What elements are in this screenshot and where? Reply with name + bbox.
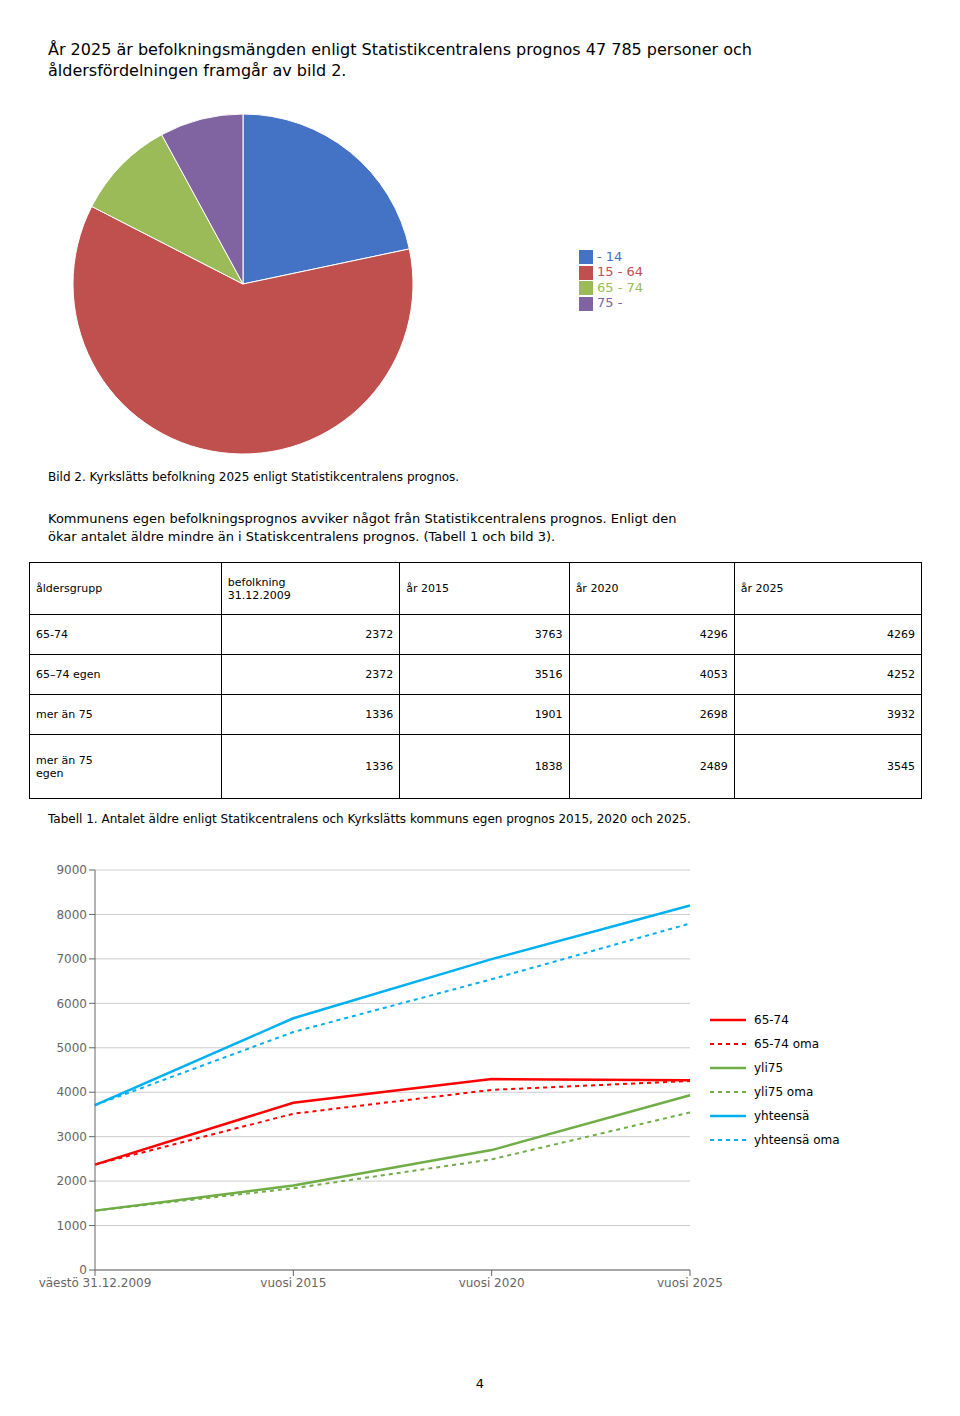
svg-text:0: 0 [79, 1263, 87, 1277]
html-text:4269: 4269 [887, 628, 915, 641]
html-text:mer än 75 egen: mer än 75 egen [36, 753, 93, 780]
svg-text:3000: 3000 [56, 1130, 87, 1144]
html-text:Kommunens egen befolkningsprog: Kommunens egen befolkningsprognos avvike… [48, 511, 677, 544]
svg-text:1000: 1000 [56, 1219, 87, 1233]
svg-text:5000: 5000 [56, 1041, 87, 1055]
html-text:3516: 3516 [534, 668, 563, 681]
html-text:befolkning 31.12.2009: befolkning 31.12.2009 [227, 575, 291, 602]
html-text:2698: 2698 [699, 708, 728, 721]
html-text:4: 4 [475, 1376, 485, 1391]
html-text:1336: 1336 [365, 760, 394, 773]
svg-text:4000: 4000 [56, 1085, 87, 1099]
html-text:2372: 2372 [365, 668, 394, 681]
html-text:15 - 64: 15 - 64 [597, 264, 643, 279]
html-text:65-74: 65-74 [754, 1013, 789, 1027]
html-text:- 14: - 14 [597, 248, 623, 264]
svg-text:vuosi 2015: vuosi 2015 [260, 1276, 326, 1290]
svg-text:8000: 8000 [56, 908, 87, 922]
html-text:65–74 egen: 65–74 egen [36, 668, 101, 681]
svg-text:7000: 7000 [56, 952, 87, 966]
html-text:1901: 1901 [534, 708, 563, 721]
html-text:65-74: 65-74 [36, 628, 68, 641]
html-text:mer än 75: mer än 75 [36, 708, 93, 721]
html-text:3763: 3763 [534, 628, 563, 641]
html-text:1838: 1838 [534, 760, 563, 773]
svg-text:väestö 31.12.2009: väestö 31.12.2009 [39, 1276, 152, 1290]
html-text:Tabell 1. Antalet äldre enligt: Tabell 1. Antalet äldre enligt Statikcen… [48, 812, 691, 826]
html-text:1336: 1336 [365, 708, 394, 721]
svg-text:2000: 2000 [56, 1174, 87, 1188]
html-text:år 2020: år 2020 [575, 582, 619, 595]
html-text:yli75: yli75 [754, 1061, 783, 1075]
html-text:år 2015: år 2015 [406, 582, 449, 595]
html-text:yli75 oma: yli75 oma [754, 1085, 814, 1099]
svg-text:6000: 6000 [56, 997, 87, 1011]
svg-text:9000: 9000 [56, 863, 87, 877]
html-text:3932: 3932 [887, 708, 915, 721]
html-text:4252: 4252 [887, 668, 915, 681]
html-text:2372: 2372 [365, 628, 394, 641]
html-text:År 2025 är befolkningsmängden: År 2025 är befolkningsmängden enligt Sta… [48, 40, 752, 80]
html-text:åldersgrupp: åldersgrupp [36, 582, 103, 595]
html-text:65 - 74: 65 - 74 [597, 279, 643, 295]
html-text:65-74 oma: 65-74 oma [754, 1037, 820, 1051]
html-text:Bild 2. Kyrkslätts befolkning: Bild 2. Kyrkslätts befolkning 2025 enlig… [48, 470, 460, 484]
html-text:yhteensä: yhteensä [754, 1109, 810, 1123]
html-text:år 2025: år 2025 [740, 582, 784, 595]
html-text:3545: 3545 [887, 760, 915, 773]
html-text:75 -: 75 - [597, 295, 623, 310]
svg-text:vuosi 2020: vuosi 2020 [459, 1276, 525, 1290]
html-text:4296: 4296 [699, 628, 728, 641]
html-text:4053: 4053 [699, 668, 728, 681]
svg-text:vuosi 2025: vuosi 2025 [657, 1276, 723, 1290]
html-text:2489: 2489 [699, 760, 728, 773]
html-text:yhteensä oma: yhteensä oma [754, 1133, 840, 1147]
